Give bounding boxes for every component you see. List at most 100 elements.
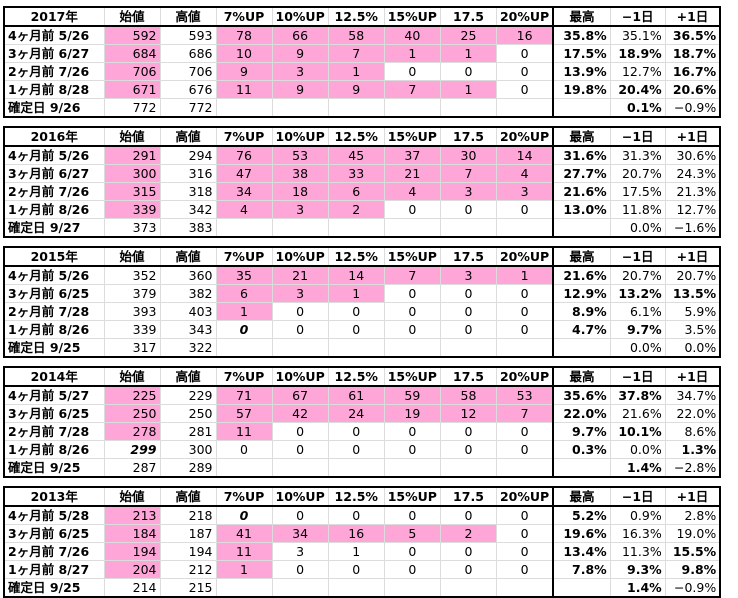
max-gain-cell[interactable]: 19.6% — [552, 524, 611, 543]
up-count-cell[interactable]: 1 — [216, 560, 273, 579]
up-count-cell[interactable]: 6 — [216, 284, 273, 303]
up-count-cell[interactable]: 66 — [272, 26, 329, 45]
header-cell[interactable]: 2016年 — [4, 127, 105, 147]
up-count-cell[interactable]: 41 — [216, 524, 273, 543]
up-count-cell[interactable]: 6 — [328, 182, 385, 201]
header-cell[interactable]: 始値 — [104, 487, 161, 507]
header-cell[interactable]: 10%UP — [272, 487, 329, 507]
up-count-cell[interactable]: 0 — [496, 302, 554, 321]
up-count-cell[interactable]: 9 — [328, 80, 385, 99]
header-cell[interactable]: 10%UP — [272, 7, 329, 27]
max-gain-cell[interactable] — [552, 458, 611, 478]
up-count-cell[interactable] — [328, 458, 385, 478]
header-cell[interactable]: 始値 — [104, 247, 161, 267]
up-count-cell[interactable]: 1 — [328, 62, 385, 81]
max-gain-cell[interactable]: 7.8% — [552, 560, 611, 579]
up-count-cell[interactable]: 0 — [272, 422, 329, 441]
header-cell[interactable]: 17.5 — [440, 127, 497, 147]
prev-day-cell[interactable]: 0.9% — [610, 506, 666, 525]
up-count-cell[interactable]: 0 — [328, 440, 385, 459]
up-count-cell[interactable]: 0 — [496, 506, 554, 525]
up-count-cell[interactable]: 11 — [216, 80, 273, 99]
max-gain-cell[interactable]: 13.0% — [552, 200, 611, 219]
prev-day-cell[interactable]: 6.1% — [610, 302, 666, 321]
up-count-cell[interactable]: 0 — [384, 284, 441, 303]
row-label[interactable]: 3ヶ月前 6/25 — [4, 524, 105, 543]
header-cell[interactable]: 最高 — [552, 7, 611, 27]
up-count-cell[interactable] — [496, 338, 554, 358]
header-cell[interactable]: 12.5% — [328, 487, 385, 507]
up-count-cell[interactable]: 0 — [496, 440, 554, 459]
up-count-cell[interactable]: 2 — [328, 200, 385, 219]
next-day-cell[interactable]: 34.7% — [665, 386, 721, 405]
up-count-cell[interactable] — [384, 578, 441, 598]
high-price-cell[interactable]: 229 — [160, 386, 217, 405]
up-count-cell[interactable] — [440, 218, 497, 238]
up-count-cell[interactable]: 30 — [440, 146, 497, 165]
next-day-cell[interactable]: 9.8% — [665, 560, 721, 579]
header-cell[interactable]: 15%UP — [384, 127, 441, 147]
up-count-cell[interactable] — [328, 98, 385, 118]
high-price-cell[interactable]: 215 — [160, 578, 217, 598]
up-count-cell[interactable]: 0 — [384, 200, 441, 219]
up-count-cell[interactable] — [328, 218, 385, 238]
header-cell[interactable]: 2017年 — [4, 7, 105, 27]
up-count-cell[interactable]: 0 — [328, 320, 385, 339]
high-price-cell[interactable]: 300 — [160, 440, 217, 459]
up-count-cell[interactable]: 0 — [216, 506, 273, 525]
header-cell[interactable]: 高値 — [160, 7, 217, 27]
prev-day-cell[interactable]: 1.4% — [610, 578, 666, 598]
up-count-cell[interactable]: 0 — [496, 44, 554, 63]
open-price-cell[interactable]: 184 — [104, 524, 161, 543]
header-cell[interactable]: 始値 — [104, 367, 161, 387]
header-cell[interactable]: 20%UP — [496, 127, 554, 147]
up-count-cell[interactable]: 1 — [384, 44, 441, 63]
next-day-cell[interactable]: −0.9% — [665, 98, 721, 118]
header-cell[interactable]: +1日 — [665, 367, 721, 387]
up-count-cell[interactable]: 0 — [216, 440, 273, 459]
up-count-cell[interactable]: 38 — [272, 164, 329, 183]
header-cell[interactable]: 最高 — [552, 127, 611, 147]
up-count-cell[interactable]: 3 — [272, 542, 329, 561]
row-label[interactable]: 4ヶ月前 5/26 — [4, 266, 105, 285]
up-count-cell[interactable]: 59 — [384, 386, 441, 405]
up-count-cell[interactable]: 42 — [272, 404, 329, 423]
open-price-cell[interactable]: 592 — [104, 26, 161, 45]
header-cell[interactable]: 17.5 — [440, 247, 497, 267]
up-count-cell[interactable]: 37 — [384, 146, 441, 165]
open-price-cell[interactable]: 204 — [104, 560, 161, 579]
header-cell[interactable]: 17.5 — [440, 367, 497, 387]
up-count-cell[interactable]: 78 — [216, 26, 273, 45]
open-price-cell[interactable]: 772 — [104, 98, 161, 118]
up-count-cell[interactable] — [496, 98, 554, 118]
up-count-cell[interactable]: 12 — [440, 404, 497, 423]
next-day-cell[interactable]: 12.7% — [665, 200, 721, 219]
up-count-cell[interactable]: 0 — [440, 440, 497, 459]
up-count-cell[interactable] — [496, 458, 554, 478]
up-count-cell[interactable]: 3 — [272, 62, 329, 81]
up-count-cell[interactable] — [440, 458, 497, 478]
up-count-cell[interactable] — [384, 338, 441, 358]
open-price-cell[interactable]: 287 — [104, 458, 161, 478]
open-price-cell[interactable]: 278 — [104, 422, 161, 441]
open-price-cell[interactable]: 315 — [104, 182, 161, 201]
header-cell[interactable]: 高値 — [160, 367, 217, 387]
up-count-cell[interactable]: 9 — [272, 80, 329, 99]
up-count-cell[interactable]: 45 — [328, 146, 385, 165]
up-count-cell[interactable]: 0 — [496, 320, 554, 339]
up-count-cell[interactable]: 0 — [440, 542, 497, 561]
up-count-cell[interactable] — [272, 98, 329, 118]
up-count-cell[interactable]: 33 — [328, 164, 385, 183]
up-count-cell[interactable]: 35 — [216, 266, 273, 285]
up-count-cell[interactable]: 18 — [272, 182, 329, 201]
header-cell[interactable]: 10%UP — [272, 127, 329, 147]
up-count-cell[interactable]: 0 — [496, 284, 554, 303]
header-cell[interactable]: 20%UP — [496, 487, 554, 507]
high-price-cell[interactable]: 383 — [160, 218, 217, 238]
up-count-cell[interactable]: 67 — [272, 386, 329, 405]
up-count-cell[interactable]: 58 — [328, 26, 385, 45]
header-cell[interactable]: 7%UP — [216, 247, 273, 267]
prev-day-cell[interactable]: 18.9% — [610, 44, 666, 63]
row-label[interactable]: 4ヶ月前 5/27 — [4, 386, 105, 405]
up-count-cell[interactable]: 47 — [216, 164, 273, 183]
